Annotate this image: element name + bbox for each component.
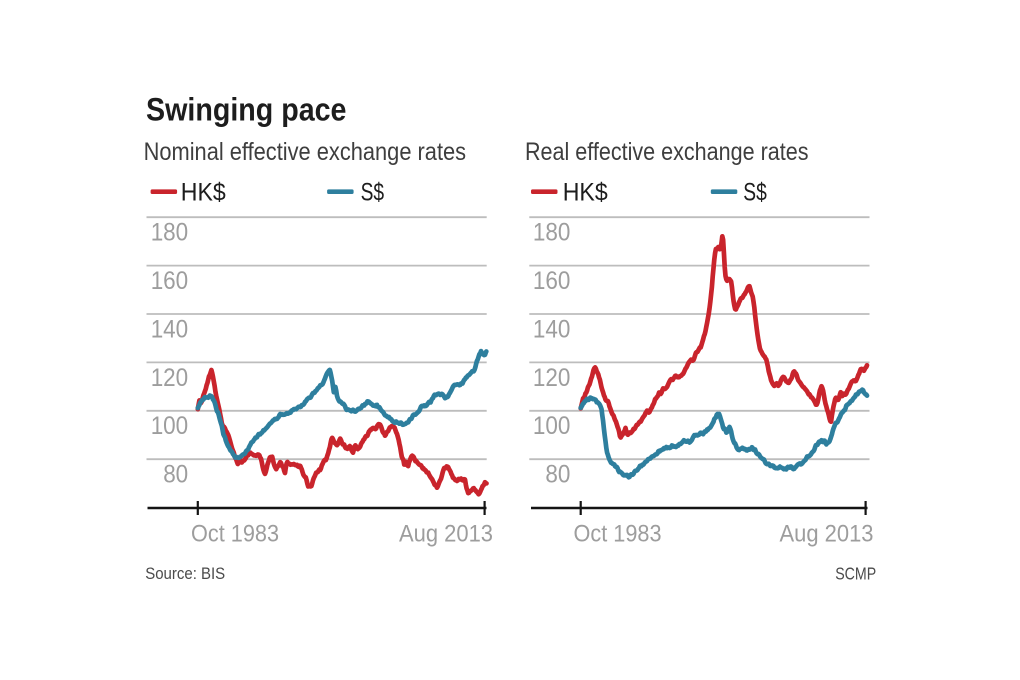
svg-text:Oct 1983: Oct 1983	[574, 521, 662, 548]
svg-text:100: 100	[533, 412, 571, 440]
svg-text:120: 120	[151, 364, 189, 392]
svg-text:S$: S$	[361, 178, 385, 206]
svg-text:180: 180	[151, 219, 189, 247]
svg-text:140: 140	[533, 315, 571, 343]
svg-text:Source: BIS: Source: BIS	[145, 564, 225, 583]
svg-text:SCMP: SCMP	[835, 563, 876, 583]
svg-text:180: 180	[533, 219, 571, 247]
svg-text:120: 120	[533, 364, 571, 392]
svg-text:80: 80	[545, 461, 570, 489]
svg-text:80: 80	[163, 461, 188, 489]
svg-text:160: 160	[533, 267, 571, 295]
svg-text:Real effective exchange rates: Real effective exchange rates	[525, 138, 809, 166]
svg-text:S$: S$	[743, 178, 767, 206]
svg-text:Aug 2013: Aug 2013	[399, 521, 493, 548]
svg-text:HK$: HK$	[181, 178, 226, 206]
svg-text:Oct 1983: Oct 1983	[191, 521, 279, 548]
svg-text:160: 160	[151, 267, 189, 295]
svg-text:HK$: HK$	[563, 178, 608, 206]
svg-text:Aug 2013: Aug 2013	[780, 521, 874, 548]
svg-text:Nominal effective exchange rat: Nominal effective exchange rates	[144, 138, 467, 166]
svg-text:100: 100	[151, 412, 189, 440]
svg-text:Swinging pace: Swinging pace	[146, 92, 347, 128]
svg-text:140: 140	[151, 315, 189, 343]
